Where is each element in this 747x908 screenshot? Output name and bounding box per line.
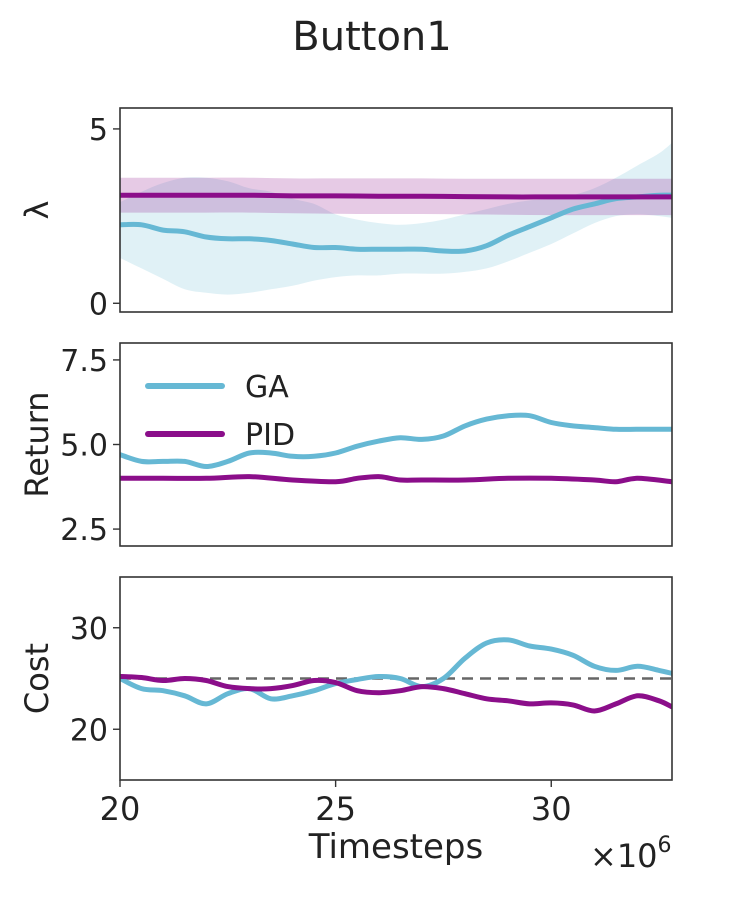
x-multiplier-base: ×10 [590, 837, 658, 875]
lambda-ga-band [120, 142, 672, 295]
y-tick-label: 2.5 [60, 513, 108, 548]
y-axis-label: λ [18, 201, 56, 220]
cost-ga-line [120, 637, 672, 707]
lambda-pid-line [120, 192, 672, 200]
chart-title: Button1 [292, 14, 451, 60]
return-ga-line [120, 412, 672, 469]
plot-area [120, 637, 672, 714]
panel-frame [119, 576, 673, 781]
y-tick-label: 30 [70, 612, 108, 647]
plot-area [120, 142, 672, 295]
plot-area [120, 412, 672, 485]
lambda-ga-line [120, 192, 672, 254]
y-tick-label: 5 [89, 113, 108, 148]
return-pid-line [120, 474, 672, 485]
x-tick-label: 30 [531, 790, 572, 828]
x-axis-label: Timesteps [308, 827, 483, 867]
panel-frame [119, 342, 673, 547]
y-axis-label: Cost [18, 643, 56, 714]
panel-lambda: 0 5 λ [18, 107, 673, 322]
x-tick-label: 20 [100, 790, 141, 828]
y-tick-label: 0 [89, 287, 108, 322]
y-axis-label: Return [18, 391, 56, 497]
legend: GA PID [145, 370, 295, 453]
cost-pid-line [120, 674, 672, 714]
x-axis-multiplier: ×106 [590, 833, 672, 875]
x-multiplier-exponent: 6 [658, 833, 672, 858]
panel-frame [119, 107, 673, 313]
y-tick-label: 20 [70, 713, 108, 748]
legend-label-ga: GA [245, 370, 289, 405]
y-tick-label: 7.5 [60, 344, 108, 379]
panel-cost: 20 30 Cost 20 25 30 [18, 576, 673, 828]
legend-label-pid: PID [245, 418, 295, 453]
x-tick-label: 25 [315, 790, 356, 828]
y-tick-label: 5.0 [60, 429, 108, 464]
